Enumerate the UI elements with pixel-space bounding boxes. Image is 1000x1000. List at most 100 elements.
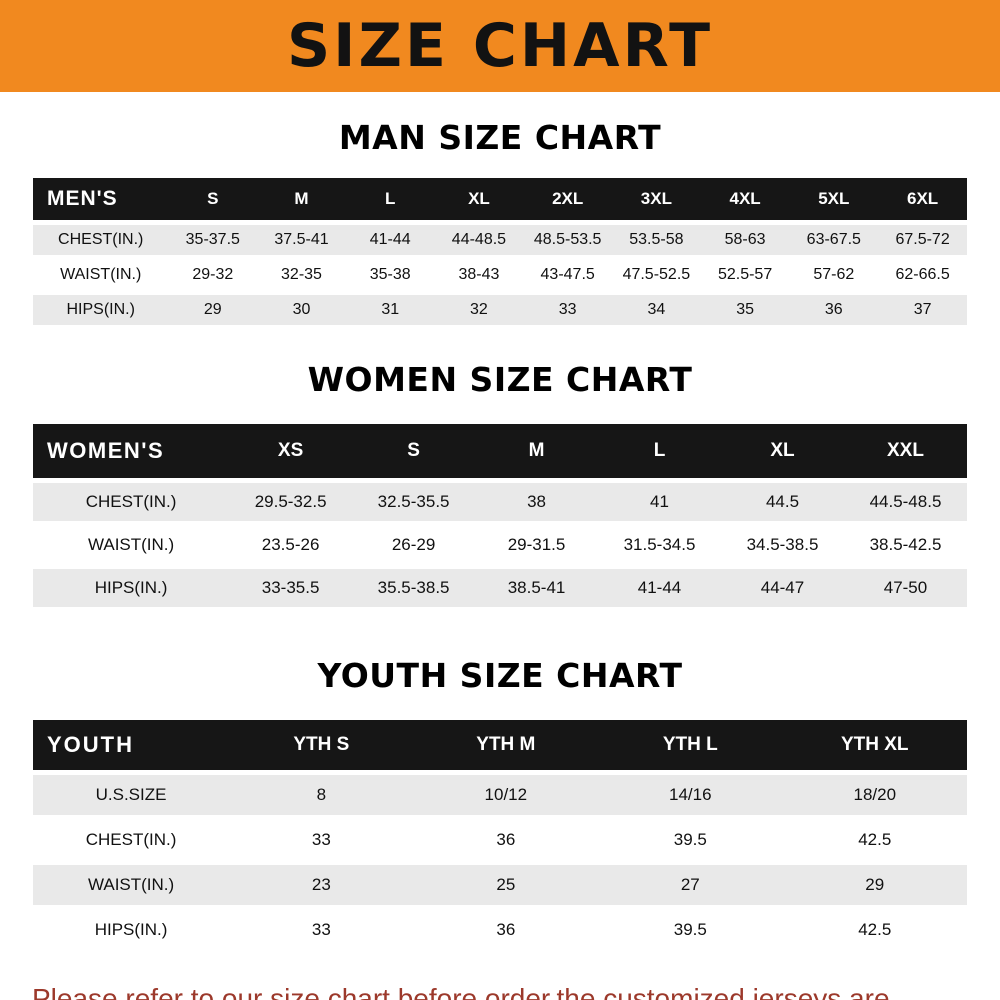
- size-value-cell: 35-38: [345, 260, 435, 290]
- size-value-cell: 31.5-34.5: [598, 526, 721, 564]
- size-value-cell: 18/20: [782, 775, 967, 815]
- size-value-cell: 67.5-72: [878, 225, 967, 255]
- row-label: WAIST(IN.): [33, 865, 230, 905]
- size-value-cell: 32.5-35.5: [352, 483, 476, 521]
- size-value-cell: 30: [257, 295, 346, 325]
- size-value-cell: 42.5: [782, 910, 967, 950]
- size-value-cell: 35.5-38.5: [352, 569, 476, 607]
- row-label: CHEST(IN.): [33, 225, 169, 255]
- column-header: XS: [229, 424, 353, 478]
- size-value-cell: 37.5-41: [257, 225, 346, 255]
- size-value-cell: 10/12: [413, 775, 599, 815]
- column-header: XL: [434, 178, 524, 220]
- size-value-cell: 14/16: [598, 775, 783, 815]
- table-header-label: YOUTH: [33, 720, 230, 770]
- column-header: YTH L: [598, 720, 783, 770]
- table-row: WAIST(IN.) 29-32 32-35 35-38 38-43 43-47.5 47.…: [33, 260, 967, 290]
- size-value-cell: 32: [434, 295, 524, 325]
- size-value-cell: 36: [413, 820, 599, 860]
- size-value-cell: 38: [475, 483, 599, 521]
- size-value-cell: 62-66.5: [878, 260, 967, 290]
- column-header: 6XL: [878, 178, 967, 220]
- size-value-cell: 36: [789, 295, 879, 325]
- size-value-cell: 35-37.5: [168, 225, 258, 255]
- women-section-heading: WOMEN SIZE CHART: [307, 360, 693, 399]
- size-value-cell: 33-35.5: [229, 569, 353, 607]
- table-row: HIPS(IN.) 33 36 39.5 42.5: [33, 910, 967, 950]
- size-value-cell: 48.5-53.5: [523, 225, 613, 255]
- size-value-cell: 34: [612, 295, 701, 325]
- size-value-cell: 37: [878, 295, 967, 325]
- size-value-cell: 31: [345, 295, 435, 325]
- row-label: WAIST(IN.): [33, 526, 230, 564]
- size-value-cell: 63-67.5: [789, 225, 879, 255]
- size-value-cell: 52.5-57: [700, 260, 790, 290]
- column-header: S: [168, 178, 258, 220]
- size-value-cell: 27: [598, 865, 783, 905]
- table-header-row: WOMEN'S XS S M L XL XXL: [33, 424, 967, 478]
- size-value-cell: 44.5-48.5: [843, 483, 967, 521]
- size-value-cell: 47.5-52.5: [612, 260, 701, 290]
- men-size-section: MAN SIZE CHART MEN'S S M L XL 2XL 3XL 4XL 5XL 6XL…: [0, 118, 1000, 330]
- size-value-cell: 33: [229, 910, 414, 950]
- column-header: 5XL: [789, 178, 879, 220]
- table-row: U.S.SIZE 8 10/12 14/16 18/20: [33, 775, 967, 815]
- table-row: WAIST(IN.) 23 25 27 29: [33, 865, 967, 905]
- size-value-cell: 41: [598, 483, 721, 521]
- page-title: SIZE CHART: [286, 11, 714, 81]
- size-value-cell: 29: [782, 865, 967, 905]
- size-value-cell: 29-32: [168, 260, 258, 290]
- column-header: YTH M: [413, 720, 599, 770]
- row-label: HIPS(IN.): [33, 569, 230, 607]
- column-header: YTH S: [229, 720, 414, 770]
- size-value-cell: 53.5-58: [612, 225, 701, 255]
- size-value-cell: 57-62: [789, 260, 879, 290]
- size-value-cell: 39.5: [598, 910, 783, 950]
- size-value-cell: 41-44: [345, 225, 435, 255]
- men-section-heading: MAN SIZE CHART: [338, 118, 662, 157]
- size-value-cell: 26-29: [352, 526, 476, 564]
- column-header: 3XL: [612, 178, 701, 220]
- size-value-cell: 41-44: [598, 569, 721, 607]
- column-header: S: [352, 424, 476, 478]
- table-row: CHEST(IN.) 33 36 39.5 42.5: [33, 820, 967, 860]
- women-size-table-grid: WOMEN'S XS S M L XL XXL CHEST(IN.) 29.5-32.5 32.5…: [33, 419, 967, 612]
- column-header: M: [257, 178, 346, 220]
- size-value-cell: 44-47: [721, 569, 844, 607]
- column-header: M: [475, 424, 599, 478]
- column-header: XXL: [843, 424, 967, 478]
- size-value-cell: 33: [523, 295, 613, 325]
- size-value-cell: 44.5: [721, 483, 844, 521]
- order-note: Please refer to our size chart before or…: [32, 981, 972, 1000]
- column-header: 2XL: [523, 178, 613, 220]
- table-header-row: MEN'S S M L XL 2XL 3XL 4XL 5XL 6XL: [33, 178, 967, 220]
- size-value-cell: 35: [700, 295, 790, 325]
- size-value-cell: 47-50: [843, 569, 967, 607]
- size-value-cell: 42.5: [782, 820, 967, 860]
- row-label: CHEST(IN.): [33, 820, 230, 860]
- men-size-table: MEN'S S M L XL 2XL 3XL 4XL 5XL 6XL CHEST(IN.) 35-37…: [0, 173, 1000, 330]
- size-value-cell: 29-31.5: [475, 526, 599, 564]
- youth-size-section: YOUTH SIZE CHART YOUTH YTH S YTH M YTH L YTH…: [0, 656, 1000, 955]
- column-header: L: [345, 178, 435, 220]
- table-header-label: MEN'S: [33, 178, 169, 220]
- youth-size-table: YOUTH YTH S YTH M YTH L YTH XL U.S.SIZE 8 10/12…: [0, 715, 1000, 955]
- size-value-cell: 23.5-26: [229, 526, 353, 564]
- size-value-cell: 38.5-41: [475, 569, 599, 607]
- size-value-cell: 32-35: [257, 260, 346, 290]
- size-value-cell: 58-63: [700, 225, 790, 255]
- size-value-cell: 23: [229, 865, 414, 905]
- size-value-cell: 38-43: [434, 260, 524, 290]
- size-value-cell: 29.5-32.5: [229, 483, 353, 521]
- size-value-cell: 34.5-38.5: [721, 526, 844, 564]
- table-row: HIPS(IN.) 29 30 31 32 33 34 35 36 37: [33, 295, 967, 325]
- row-label: CHEST(IN.): [33, 483, 230, 521]
- size-value-cell: 39.5: [598, 820, 783, 860]
- title-banner: SIZE CHART: [0, 0, 1000, 92]
- youth-size-table-grid: YOUTH YTH S YTH M YTH L YTH XL U.S.SIZE 8 10/12…: [33, 715, 967, 955]
- row-label: WAIST(IN.): [33, 260, 169, 290]
- column-header: 4XL: [700, 178, 790, 220]
- size-value-cell: 38.5-42.5: [843, 526, 967, 564]
- table-row: HIPS(IN.) 33-35.5 35.5-38.5 38.5-41 41-44 44-…: [33, 569, 967, 607]
